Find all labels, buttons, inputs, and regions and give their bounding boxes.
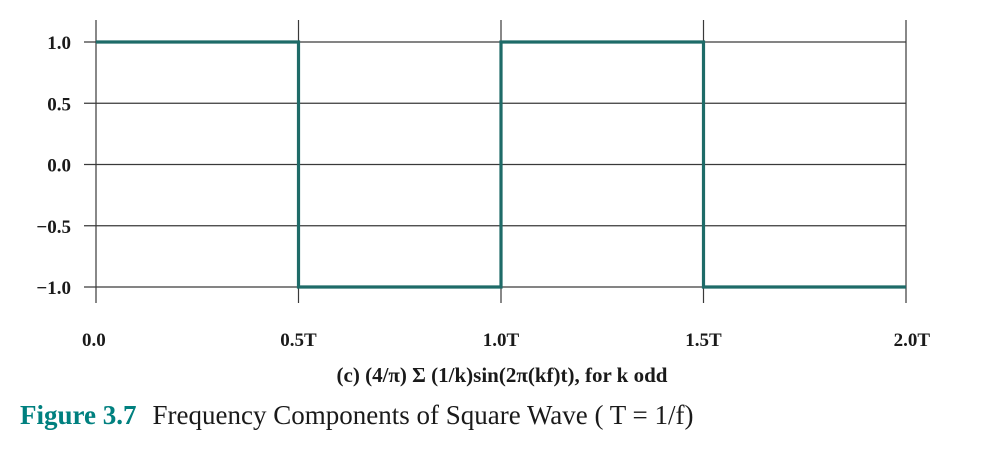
x-axis-label: (c) (4/π) Σ (1/k)sin(2π(kf)t), for k odd (337, 363, 668, 387)
series-layer (96, 40, 906, 289)
figure-caption-text: Frequency Components of Square Wave ( T … (152, 400, 694, 430)
grid-layer (84, 20, 907, 303)
x-axis-ticks: 0.0 0.5T 1.0T 1.5T 2.0T (82, 330, 930, 351)
figure-number: Figure 3.7 (20, 400, 137, 430)
y-axis-ticks: 1.0 0.5 0.0 −0.5 −1.0 (36, 33, 71, 299)
figure-caption: Figure 3.7 Frequency Components of Square… (20, 400, 970, 431)
x-tick-label: 2.0T (894, 330, 931, 351)
y-tick-label: 1.0 (47, 33, 71, 54)
y-tick-label: 0.0 (47, 156, 71, 177)
square-wave-series-line (96, 40, 906, 289)
x-tick-label: 1.0T (483, 330, 520, 351)
chart-svg: 1.0 0.5 0.0 −0.5 −1.0 0.0 0.5T 1.0T 1.5T 2.0T (c… (36, 20, 930, 387)
x-tick-label: 1.5T (685, 330, 722, 351)
x-tick-label: 0.5T (280, 330, 317, 351)
y-tick-label: −0.5 (36, 217, 71, 238)
y-tick-label: −1.0 (36, 278, 71, 299)
x-tick-label: 0.0 (82, 330, 106, 351)
y-tick-label: 0.5 (47, 94, 71, 115)
